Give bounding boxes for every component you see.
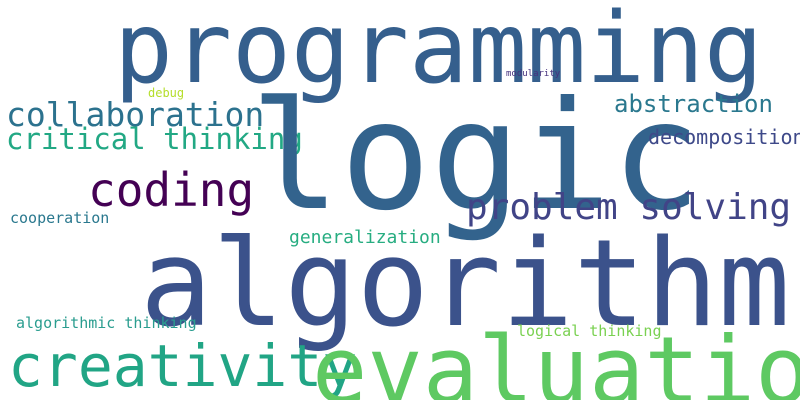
word-coding: coding xyxy=(88,163,255,217)
word-programming: programming xyxy=(114,0,764,106)
word-decomposition: decomposition xyxy=(648,125,800,149)
word-logical-thinking: logical thinking xyxy=(517,322,662,340)
word-logic: logic xyxy=(250,70,702,244)
word-algorithmic-thinking: algorithmic thinking xyxy=(16,314,197,332)
word-collaboration: collaboration xyxy=(6,95,265,134)
word-problem-solving: problem solving xyxy=(466,187,792,228)
word-creativity: creativity xyxy=(8,332,358,400)
word-generalization: generalization xyxy=(289,227,441,248)
word-algorithm: algorithm xyxy=(140,215,791,354)
word-evaluation: evaluation xyxy=(312,317,800,400)
word-cooperation: cooperation xyxy=(10,209,110,227)
word-debug: debug xyxy=(148,86,185,100)
word-abstraction: abstraction xyxy=(614,90,773,118)
word-critical-thinking: critical thinking xyxy=(6,122,303,156)
word-modularity: modularity xyxy=(506,69,561,79)
